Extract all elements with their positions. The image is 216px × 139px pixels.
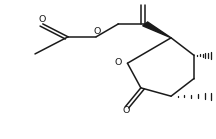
Text: O: O: [93, 27, 100, 36]
Text: O: O: [38, 15, 46, 24]
Text: O: O: [122, 106, 129, 115]
Polygon shape: [143, 22, 171, 38]
Text: O: O: [115, 58, 122, 67]
